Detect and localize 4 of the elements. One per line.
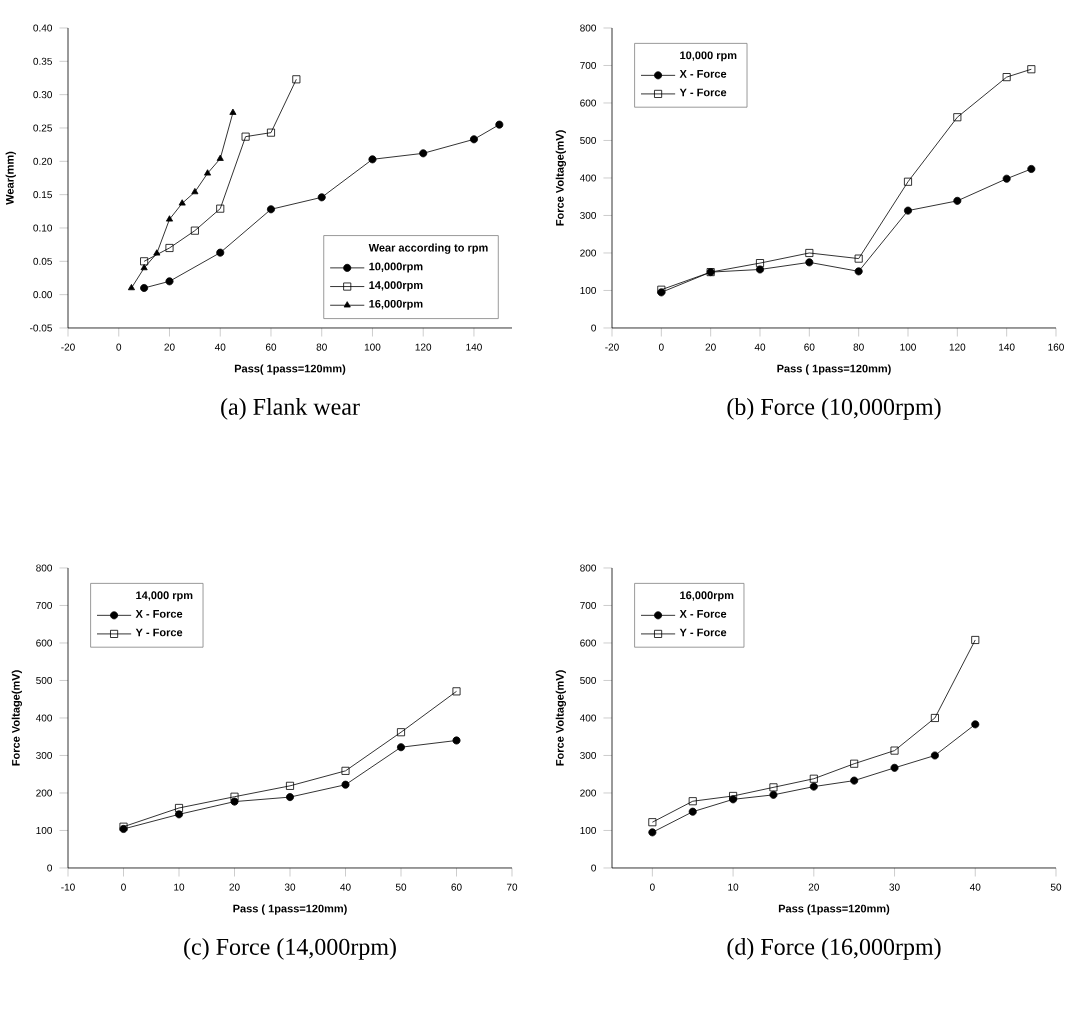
text: (a) Flank wear (221, 398, 360, 420)
text: (c) Force (14,000rpm) (184, 938, 396, 960)
text: (d) Force (16,000rpm) (727, 938, 941, 960)
text: (b) Force (10,000rpm) (727, 398, 941, 420)
